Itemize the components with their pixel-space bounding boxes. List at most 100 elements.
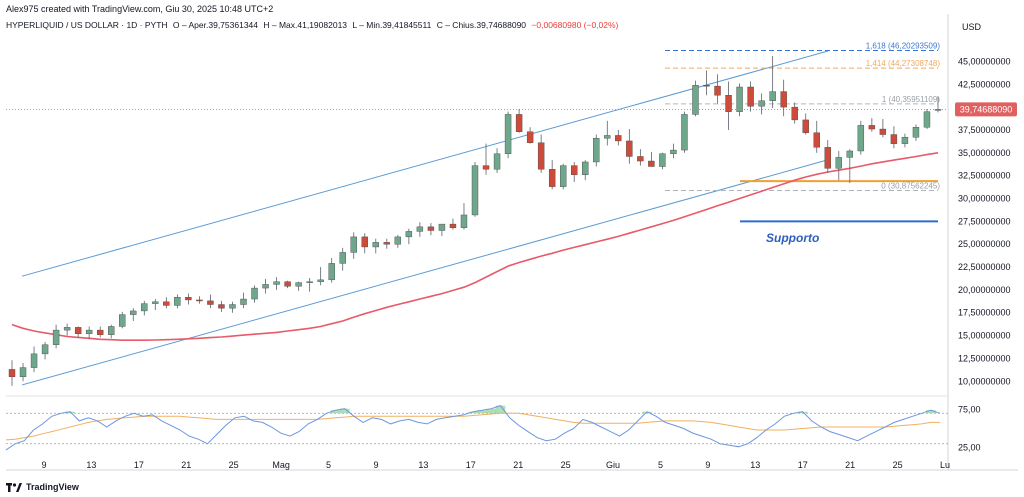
y-tick-label: 10,00000000: [958, 376, 1011, 386]
candle-body[interactable]: [339, 252, 346, 264]
candle-body[interactable]: [747, 86, 754, 107]
candle-body[interactable]: [813, 132, 820, 148]
candle-body[interactable]: [868, 125, 876, 130]
candle-body[interactable]: [196, 299, 203, 302]
candle-body[interactable]: [438, 223, 446, 231]
candle-body[interactable]: [482, 165, 490, 170]
candle-body[interactable]: [934, 109, 942, 111]
candle-body[interactable]: [130, 310, 137, 315]
candle-body[interactable]: [901, 137, 909, 144]
candle-body[interactable]: [846, 150, 854, 158]
candle-body[interactable]: [416, 226, 424, 232]
candle-body[interactable]: [526, 131, 534, 143]
candle-body[interactable]: [637, 156, 644, 162]
candle-body[interactable]: [879, 128, 887, 135]
candle-body[interactable]: [571, 165, 578, 175]
candle-body[interactable]: [725, 95, 732, 112]
candle-body[interactable]: [824, 147, 831, 169]
candle-body[interactable]: [306, 281, 313, 283]
candle-body[interactable]: [548, 169, 556, 187]
candle-body[interactable]: [593, 137, 600, 163]
candle-body[interactable]: [714, 85, 721, 96]
candle-body[interactable]: [185, 297, 192, 301]
candle-body[interactable]: [460, 214, 468, 228]
candle-body[interactable]: [85, 329, 93, 334]
candle-body[interactable]: [626, 140, 633, 157]
created-line: Alex975 created with TradingView.com, Gi…: [6, 4, 274, 14]
candle-body[interactable]: [152, 301, 159, 304]
candle-body[interactable]: [350, 236, 357, 253]
candle-body[interactable]: [394, 236, 402, 245]
candle-body[interactable]: [317, 279, 324, 282]
candle-body[interactable]: [427, 226, 435, 231]
x-tick-label: 17: [134, 460, 144, 470]
y-tick-label: 25,00000000: [958, 239, 1011, 249]
candle-body[interactable]: [262, 284, 269, 289]
x-tick-label: 13: [86, 460, 96, 470]
candle-body[interactable]: [681, 114, 688, 151]
candle-body[interactable]: [372, 242, 379, 248]
candle-body[interactable]: [141, 303, 148, 312]
candle-body[interactable]: [769, 91, 776, 101]
x-tick-label: 13: [418, 460, 428, 470]
candle-body[interactable]: [163, 301, 170, 306]
candle-body[interactable]: [174, 297, 181, 306]
candle-body[interactable]: [240, 298, 247, 305]
candle-body[interactable]: [890, 134, 898, 144]
candle-body[interactable]: [923, 111, 931, 128]
candle-body[interactable]: [8, 369, 16, 377]
candle-body[interactable]: [758, 100, 765, 107]
candle-body[interactable]: [692, 84, 699, 115]
candle-body[interactable]: [19, 367, 27, 377]
candle-body[interactable]: [108, 326, 115, 335]
x-tick-label: 17: [466, 460, 476, 470]
candle-body[interactable]: [119, 314, 126, 327]
candle-body[interactable]: [96, 329, 104, 335]
y-tick-label: 45,00000000: [958, 56, 1011, 66]
candle-body[interactable]: [383, 242, 391, 245]
candle-body[interactable]: [251, 287, 258, 300]
candle-body[interactable]: [218, 304, 225, 309]
candle-body[interactable]: [780, 91, 787, 108]
candle-body[interactable]: [604, 135, 611, 139]
candle-body[interactable]: [670, 149, 677, 154]
candle-body[interactable]: [648, 160, 655, 167]
candle-body[interactable]: [703, 84, 710, 87]
candle-body[interactable]: [449, 223, 457, 228]
currency-label: USD: [962, 22, 982, 32]
candle-body[interactable]: [74, 327, 82, 334]
y-tick-label: 35,00000000: [958, 148, 1011, 158]
candle-body[interactable]: [835, 157, 842, 169]
candle-body[interactable]: [537, 142, 545, 170]
candle-body[interactable]: [515, 114, 523, 132]
candle-body[interactable]: [284, 281, 291, 287]
candle-body[interactable]: [493, 153, 501, 170]
candle-body[interactable]: [405, 231, 413, 238]
candle-body[interactable]: [295, 282, 302, 287]
candle-body[interactable]: [857, 125, 865, 152]
y-tick-label: 15,00000000: [958, 331, 1011, 341]
candle-body[interactable]: [802, 119, 809, 133]
candle-body[interactable]: [229, 304, 236, 309]
candle-body[interactable]: [63, 327, 71, 331]
candle-body[interactable]: [736, 86, 743, 112]
candle-body[interactable]: [273, 281, 280, 285]
candle-body[interactable]: [582, 161, 589, 175]
candle-body[interactable]: [361, 236, 368, 248]
candle-body[interactable]: [52, 329, 60, 345]
candle-body[interactable]: [30, 353, 38, 368]
symbol-label[interactable]: HYPERLIQUID / US DOLLAR · 1D · PYTH: [6, 20, 168, 30]
candle-body[interactable]: [659, 153, 666, 167]
candle-body[interactable]: [615, 135, 622, 142]
candle-body[interactable]: [912, 127, 920, 138]
candle-body[interactable]: [328, 263, 335, 281]
candle-body[interactable]: [559, 165, 567, 187]
candle-body[interactable]: [791, 106, 798, 121]
candle-body[interactable]: [41, 344, 49, 355]
x-tick-label: Mag: [272, 460, 290, 470]
x-tick-label: 9: [705, 460, 710, 470]
candle-body[interactable]: [504, 114, 512, 154]
candle-body[interactable]: [207, 300, 214, 305]
candle-body[interactable]: [471, 165, 479, 216]
